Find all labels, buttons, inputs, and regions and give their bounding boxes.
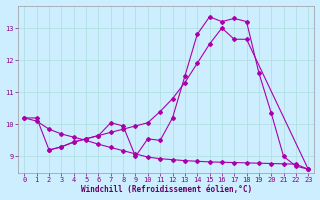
X-axis label: Windchill (Refroidissement éolien,°C): Windchill (Refroidissement éolien,°C) xyxy=(81,185,252,194)
